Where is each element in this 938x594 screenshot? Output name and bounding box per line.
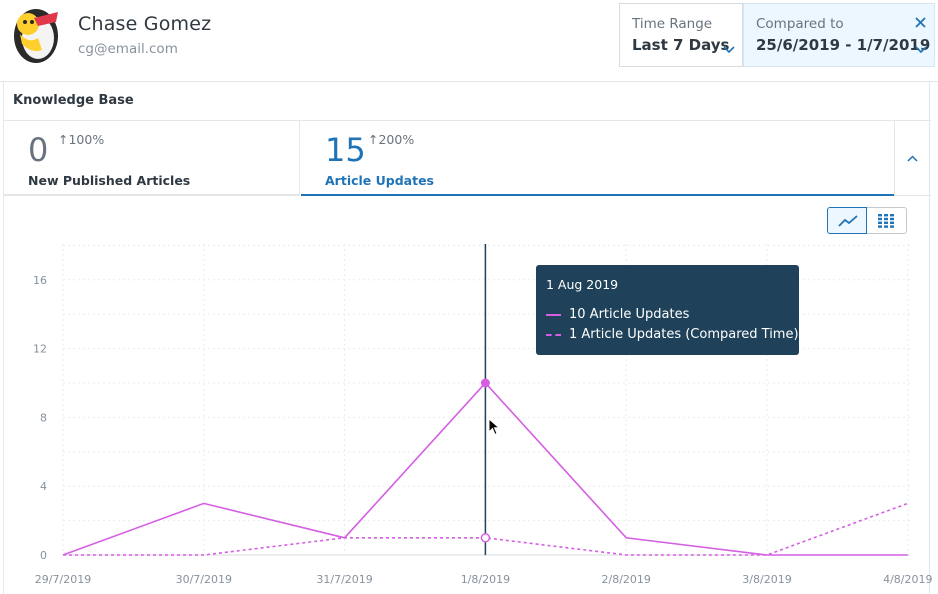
view-toggle [827, 207, 907, 234]
solid-line-swatch [546, 313, 561, 316]
metric-label: Article Updates [325, 173, 434, 188]
arrow-up-icon: ↑ [58, 132, 69, 147]
compared-to-dropdown[interactable]: Compared to 25/6/2019 - 1/7/2019 [743, 3, 935, 67]
close-icon[interactable] [915, 17, 926, 28]
divider [4, 120, 931, 121]
x-tick-label: 1/8/2019 [461, 573, 510, 586]
y-tick-label: 0 [40, 549, 47, 562]
metric-label: New Published Articles [28, 173, 191, 188]
line-chart-icon [838, 215, 858, 227]
x-tick-label: 4/8/2019 [883, 573, 932, 586]
y-tick-label: 16 [33, 274, 47, 287]
x-tick-label: 31/7/2019 [316, 573, 372, 586]
compared-to-label: Compared to [756, 16, 844, 32]
panel-title: Knowledge Base [13, 93, 134, 108]
header: Chase Gomez cg@email.com Time Range Last… [0, 0, 938, 82]
chevron-down-icon [915, 46, 927, 54]
time-range-value: Last 7 Days [632, 36, 730, 54]
chevron-down-icon [723, 46, 735, 54]
data-point-current [480, 378, 490, 388]
data-point-compared [480, 533, 491, 543]
user-email: cg@email.com [78, 41, 178, 57]
y-tick-label: 12 [33, 343, 47, 356]
x-tick-label: 2/8/2019 [601, 573, 650, 586]
tooltip-primary-text: 10 Article Updates [569, 307, 690, 322]
time-range-label: Time Range [632, 16, 713, 32]
x-tick-label: 3/8/2019 [742, 573, 791, 586]
metric-change: ↑200% [368, 132, 415, 147]
knowledge-base-panel: Knowledge Base 0 ↑100% New Published Art… [3, 82, 931, 594]
tooltip-date: 1 Aug 2019 [546, 277, 619, 292]
metric-value: 15 [325, 131, 366, 169]
y-tick-label: 8 [40, 411, 47, 424]
tooltip-compared-text: 1 Article Updates (Compared Time) [569, 327, 799, 342]
grid-icon [878, 214, 894, 228]
tooltip-primary-row: 10 Article Updates [546, 307, 689, 322]
arrow-up-icon: ↑ [368, 132, 379, 147]
x-tick-label: 29/7/2019 [35, 573, 91, 586]
time-range-dropdown[interactable]: Time Range Last 7 Days [619, 3, 743, 67]
tooltip-compared-row: 1 Article Updates (Compared Time) [546, 327, 799, 342]
table-view-button[interactable] [867, 207, 907, 234]
chart-tooltip: 1 Aug 2019 10 Article Updates 1 Article … [536, 265, 799, 355]
avatar[interactable] [8, 4, 64, 64]
y-tick-label: 4 [40, 480, 47, 493]
metric-value: 0 [28, 131, 49, 169]
mouse-cursor-icon [488, 418, 500, 436]
metric-new-published-articles[interactable]: 0 ↑100% New Published Articles [4, 121, 300, 196]
metric-article-updates[interactable]: 15 ↑200% Article Updates [301, 121, 894, 196]
x-tick-label: 30/7/2019 [176, 573, 232, 586]
series-line-compared [63, 502, 909, 556]
compared-to-value: 25/6/2019 - 1/7/2019 [756, 36, 931, 54]
collapse-button[interactable] [894, 121, 931, 196]
line-chart-view-button[interactable] [827, 207, 867, 234]
dashed-line-swatch [546, 333, 561, 336]
metric-change: ↑100% [58, 132, 105, 147]
chevron-up-icon [907, 155, 918, 162]
user-name: Chase Gomez [78, 13, 212, 35]
